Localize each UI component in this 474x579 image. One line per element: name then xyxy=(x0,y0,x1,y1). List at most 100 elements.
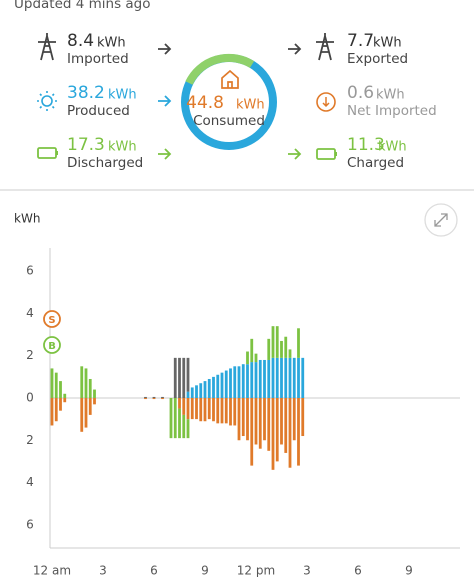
bar xyxy=(271,398,275,470)
ring-segment xyxy=(185,53,255,85)
bar xyxy=(288,357,292,398)
bar xyxy=(84,368,88,398)
bar xyxy=(152,398,156,400)
bar xyxy=(263,398,266,441)
bar xyxy=(178,357,181,398)
bar xyxy=(233,366,237,398)
bar xyxy=(207,378,211,398)
bar xyxy=(199,383,203,398)
bar xyxy=(267,359,271,398)
exported-unit: kWh xyxy=(373,36,402,51)
discharged-label: Discharged xyxy=(67,155,143,171)
bar xyxy=(233,398,237,426)
arrow xyxy=(158,148,172,160)
marker-label: S xyxy=(48,315,55,326)
bar xyxy=(280,340,283,358)
bar xyxy=(161,396,164,398)
battery-icon xyxy=(316,148,336,160)
arrow xyxy=(158,95,172,107)
bar xyxy=(271,357,275,398)
expand-icon[interactable] xyxy=(434,213,448,227)
discharged-item: 17.3 kWh Discharged xyxy=(37,135,172,171)
plot: 6 4 2 0 2 4 6 12 am 3 6 9 12 pm 3 6 9 S B xyxy=(26,248,460,578)
exported-value: 7.7 xyxy=(347,31,374,51)
arrow xyxy=(158,43,172,55)
discharged-value: 17.3 xyxy=(67,135,105,155)
battery-tip xyxy=(335,152,337,156)
bar xyxy=(229,398,232,426)
bar xyxy=(186,391,190,398)
bar xyxy=(241,398,245,437)
bar xyxy=(93,389,96,398)
bar xyxy=(224,398,228,424)
x-tick-label: 6 xyxy=(150,564,158,578)
consumed-unit: kWh xyxy=(236,98,265,113)
bar xyxy=(258,398,262,449)
consumed-value: 44.8 xyxy=(186,93,224,113)
charged-label: Charged xyxy=(347,155,404,171)
battery-tip xyxy=(56,151,58,155)
marker-badge xyxy=(43,336,61,354)
bar xyxy=(186,419,190,439)
bar xyxy=(224,370,228,398)
home-icon xyxy=(221,69,239,89)
bar xyxy=(241,364,245,398)
bar xyxy=(297,328,300,358)
bar xyxy=(59,398,62,411)
bar xyxy=(203,398,207,422)
expand-button[interactable] xyxy=(424,203,458,237)
bar xyxy=(280,398,283,445)
bar xyxy=(271,326,275,358)
bar xyxy=(80,366,84,398)
net-icon-arrow xyxy=(322,97,330,108)
battery-icon xyxy=(37,147,57,159)
bar xyxy=(88,378,92,398)
x-tick-label: 9 xyxy=(405,564,413,578)
bar xyxy=(275,398,279,462)
y-tick-label: 2 xyxy=(26,348,34,362)
bar xyxy=(178,398,181,409)
bar xyxy=(254,362,258,398)
net-imported-label: Net Imported xyxy=(347,103,437,119)
bar xyxy=(237,398,241,441)
bar xyxy=(229,368,232,398)
bar xyxy=(284,336,288,358)
bar xyxy=(63,393,67,398)
bar xyxy=(161,398,164,400)
grid-icon xyxy=(38,33,56,61)
consumed-ring: 44.8 kWh Consumed xyxy=(181,53,277,150)
consumed-label: Consumed xyxy=(193,113,265,129)
bar xyxy=(263,359,266,398)
y-tick-label: 6 xyxy=(26,517,34,531)
status: Updated 4 mins ago xyxy=(14,0,151,12)
bar xyxy=(284,357,288,398)
bar xyxy=(182,357,186,398)
bar xyxy=(254,353,258,363)
imported-label: Imported xyxy=(67,51,129,67)
bar xyxy=(288,349,292,358)
bar xyxy=(250,338,254,363)
imported-value: 8.4 xyxy=(67,31,94,51)
bar xyxy=(199,398,203,422)
x-tick-label: 6 xyxy=(354,564,362,578)
bar xyxy=(190,387,194,398)
bar xyxy=(301,357,305,398)
bar xyxy=(246,364,249,398)
x-tick-label: 9 xyxy=(201,564,209,578)
charged-value: 11.3 xyxy=(347,135,385,155)
bar xyxy=(267,398,271,451)
produced-item: 38.2 kWh Produced xyxy=(37,83,172,119)
bar xyxy=(250,398,254,466)
x-tick-label: 3 xyxy=(303,564,311,578)
y-tick-label: 4 xyxy=(26,306,34,320)
marker-label: B xyxy=(48,341,56,352)
bar xyxy=(173,357,177,398)
arrow xyxy=(288,148,302,160)
bar xyxy=(169,398,173,439)
bar xyxy=(275,326,279,358)
discharged-unit: kWh xyxy=(108,140,137,155)
bar xyxy=(178,408,181,439)
bar xyxy=(84,398,88,428)
net-imported-value: 0.6 xyxy=(347,83,374,103)
bar xyxy=(284,398,288,453)
